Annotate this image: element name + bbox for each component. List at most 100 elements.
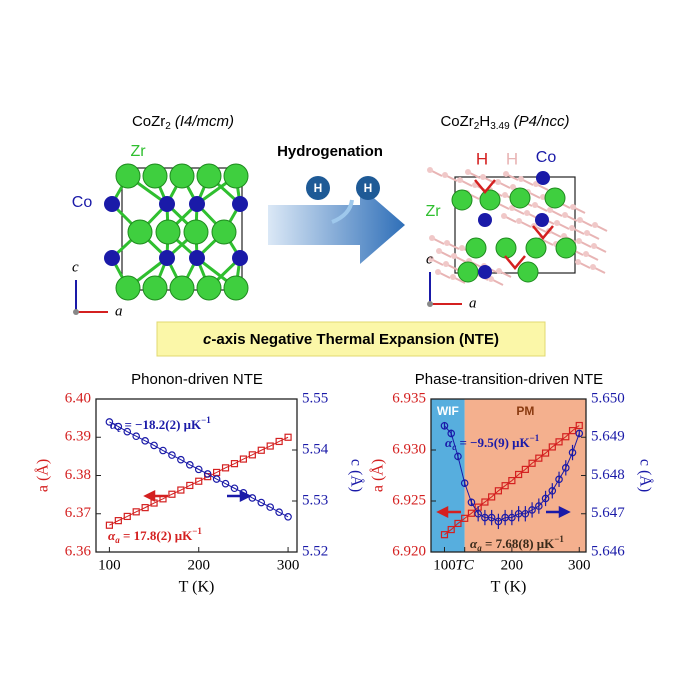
- axis-label: c: [426, 251, 433, 267]
- h-site: [504, 255, 526, 270]
- h-atom: [554, 220, 560, 226]
- h-site: [474, 179, 496, 194]
- annotation-sup: −1: [554, 534, 564, 544]
- atom-label: Co: [72, 194, 93, 211]
- marker: [548, 443, 556, 451]
- atom-label: H: [506, 149, 518, 168]
- h-atom: [444, 240, 450, 246]
- co-atom: [159, 196, 175, 212]
- axis-arrow: [227, 489, 252, 503]
- formula-sub: 3.49: [490, 121, 510, 132]
- h-atom: [436, 248, 442, 254]
- left-crystal: [104, 163, 249, 301]
- marker: [221, 464, 230, 472]
- marker: [257, 498, 266, 507]
- co-atom: [104, 196, 120, 212]
- marker: [474, 509, 482, 518]
- marker: [508, 513, 516, 522]
- marker: [535, 502, 543, 510]
- marker: [248, 494, 257, 502]
- h-atom: [442, 172, 448, 178]
- zr-atom: [544, 187, 566, 209]
- h-atom: [443, 261, 449, 267]
- h-atom: [547, 207, 553, 213]
- h-atom: [570, 204, 576, 210]
- h-atom: [488, 276, 494, 282]
- zr-atom: [517, 261, 539, 283]
- x-tick-label: 300: [568, 557, 591, 573]
- marker: [284, 513, 292, 521]
- atom-label: Zr: [425, 203, 441, 220]
- y2-tick-label: 5.649: [591, 429, 625, 445]
- marker: [132, 432, 141, 441]
- h-atom: [532, 202, 538, 208]
- marker: [186, 460, 194, 469]
- annotation: αc = −18.2(2) μK−1: [110, 415, 211, 434]
- chart-title: Phonon-driven NTE: [131, 371, 263, 388]
- marker: [568, 448, 577, 457]
- marker: [159, 446, 167, 455]
- zr-atom: [196, 163, 222, 189]
- marker: [123, 427, 132, 436]
- h-atom: [457, 177, 463, 183]
- marker: [548, 486, 557, 495]
- h-atom: [510, 184, 516, 190]
- co-atom: [232, 250, 248, 266]
- marker: [194, 465, 203, 474]
- y2-tick-label: 5.54: [302, 441, 329, 457]
- marker: [515, 470, 523, 479]
- marker: [177, 486, 185, 494]
- marker: [447, 429, 456, 438]
- h-atom-label: H: [364, 181, 373, 195]
- h-atom: [356, 176, 380, 200]
- marker: [132, 508, 140, 516]
- h-atom: [516, 218, 522, 224]
- zr-atom: [223, 163, 249, 189]
- h-atom: [496, 268, 502, 274]
- h-atom: [509, 205, 515, 211]
- zr-atom: [142, 275, 168, 301]
- marker: [481, 498, 489, 506]
- h-atom: [533, 181, 539, 187]
- axis-label: a: [469, 295, 477, 311]
- y-tick-label: 6.925: [392, 492, 426, 508]
- axis-label: c: [72, 259, 79, 275]
- space-group: (I4/mcm): [175, 113, 234, 130]
- marker: [141, 437, 149, 445]
- marker: [521, 509, 530, 518]
- tc-label: TC: [456, 557, 475, 573]
- x-axis-title: T (K): [179, 579, 215, 596]
- marker: [266, 503, 275, 511]
- marker: [141, 504, 149, 512]
- marker: [454, 452, 462, 461]
- zr-atom: [451, 189, 473, 211]
- annotation-symbol: α: [110, 417, 118, 432]
- h-atom: [480, 174, 486, 180]
- h-site: [532, 225, 554, 240]
- marker: [275, 437, 283, 446]
- zr-atom: [465, 237, 487, 259]
- h-atom-label: H: [314, 181, 323, 195]
- marker: [168, 490, 176, 498]
- h-atom: [501, 213, 507, 219]
- right-crystal: [427, 167, 608, 286]
- region-label: PM: [516, 404, 534, 418]
- zr-atom: [196, 275, 222, 301]
- h-atom: [576, 238, 582, 244]
- zr-atom: [479, 189, 501, 211]
- y2-tick-label: 5.648: [591, 467, 625, 483]
- annotation-symbol: α: [470, 536, 478, 551]
- annotation-symbol: α: [108, 528, 116, 543]
- marker: [150, 441, 158, 450]
- space-group: (P4/ncc): [514, 113, 570, 130]
- marker: [460, 479, 469, 487]
- banner-box: [156, 321, 546, 357]
- zr-atom: [457, 261, 479, 283]
- y-axis-title: a (Å): [34, 459, 52, 492]
- marker: [535, 454, 543, 462]
- co-atom: [189, 196, 205, 212]
- h-atom: [562, 212, 568, 218]
- left-title: CoZr2 (I4/mcm): [132, 113, 234, 132]
- marker: [454, 519, 462, 528]
